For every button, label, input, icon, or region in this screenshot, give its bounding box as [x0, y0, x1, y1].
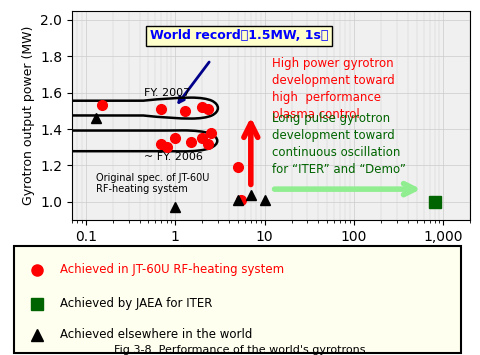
Text: Achieved in JT-60U RF-heating system: Achieved in JT-60U RF-heating system	[60, 263, 285, 276]
Text: Original spec. of JT-60U
RF-heating system: Original spec. of JT-60U RF-heating syst…	[96, 173, 209, 194]
Text: World record（1.5MW, 1s）: World record（1.5MW, 1s）	[150, 29, 328, 42]
X-axis label: Pulse length (s): Pulse length (s)	[223, 249, 320, 262]
Text: Fig.3-8  Performance of the world's gyrotrons: Fig.3-8 Performance of the world's gyrot…	[114, 345, 366, 355]
Text: High power gyrotron
development toward
high  performance
plasma control: High power gyrotron development toward h…	[272, 57, 395, 121]
Text: Achieved by JAEA for ITER: Achieved by JAEA for ITER	[60, 297, 213, 310]
Text: FY. 2007: FY. 2007	[144, 88, 191, 98]
Y-axis label: Gyrotron output power (MW): Gyrotron output power (MW)	[22, 26, 35, 205]
Text: Achieved elsewhere in the world: Achieved elsewhere in the world	[60, 328, 252, 341]
FancyBboxPatch shape	[14, 246, 461, 353]
Text: ~ FY. 2006: ~ FY. 2006	[144, 152, 203, 162]
Text: Long pulse gyrotron
development toward
continuous oscillation
for “ITER” and “De: Long pulse gyrotron development toward c…	[272, 111, 406, 176]
